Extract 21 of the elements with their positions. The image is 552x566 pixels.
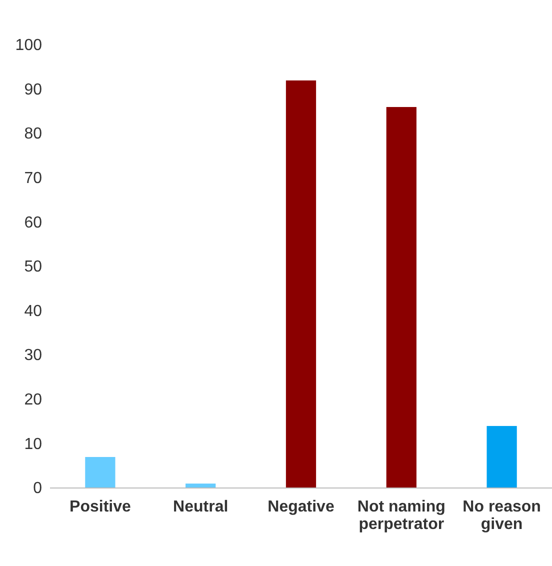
x-tick-label: Negative	[268, 498, 334, 516]
bar	[286, 80, 316, 488]
x-tick-label: Neutral	[173, 498, 228, 516]
y-tick-label: 90	[24, 81, 42, 98]
x-tick-label: Not naming perpetrator	[357, 498, 446, 533]
y-tick-label: 20	[24, 392, 42, 409]
y-tick-label: 60	[24, 214, 42, 232]
x-tick-label: No reason given	[462, 498, 541, 533]
bar	[386, 107, 416, 488]
y-tick-label: 0	[33, 480, 42, 498]
y-tick-label: 50	[24, 258, 42, 276]
y-tick-label: 30	[24, 347, 42, 364]
y-tick-label: 40	[24, 302, 42, 320]
bar	[486, 426, 517, 488]
y-tick-label: 100	[15, 37, 42, 54]
bar	[85, 456, 116, 488]
y-tick-label: 70	[24, 170, 42, 188]
y-tick-label: 10	[24, 436, 42, 453]
y-tick-label: 80	[24, 126, 42, 143]
bar	[186, 484, 216, 488]
x-tick-label: Positive	[70, 498, 131, 516]
